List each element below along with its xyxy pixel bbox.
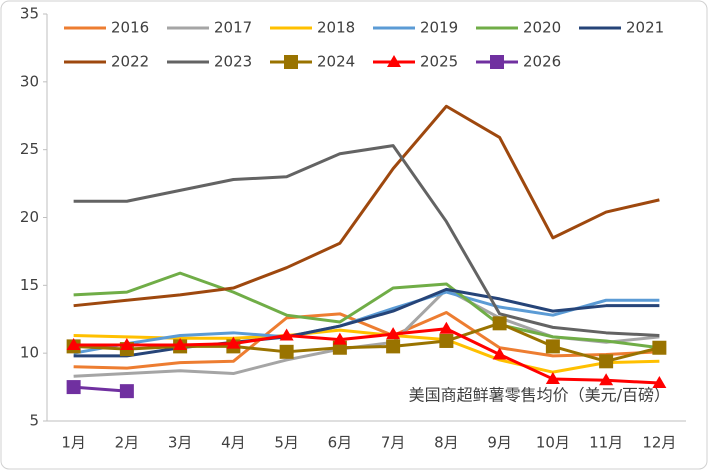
y-tick-label: 5	[29, 412, 39, 430]
marker	[599, 373, 614, 386]
x-tick-label: 6月	[328, 434, 353, 452]
marker	[332, 332, 347, 345]
marker	[279, 328, 294, 341]
marker	[492, 316, 507, 331]
y-tick-label: 25	[20, 140, 39, 158]
marker	[652, 340, 667, 355]
marker	[439, 333, 454, 348]
marker	[226, 336, 241, 349]
series-line	[73, 385, 127, 393]
marker	[119, 384, 134, 399]
marker	[386, 339, 401, 354]
series-line	[73, 104, 660, 308]
y-tick-label: 10	[20, 344, 39, 362]
x-tick-label: 5月	[274, 434, 299, 452]
marker	[599, 354, 614, 369]
x-tick-label: 1月	[61, 434, 86, 452]
marker	[279, 344, 294, 359]
marker	[386, 327, 401, 340]
marker	[173, 338, 188, 351]
x-tick-label: 9月	[487, 434, 512, 452]
marker	[652, 376, 667, 389]
marker	[387, 55, 401, 67]
y-tick-label: 35	[20, 5, 39, 23]
legend-label: 2019	[420, 19, 458, 37]
marker	[545, 339, 560, 354]
annotation: 美国商超鲜薯零售均价（美元/百磅）	[409, 386, 670, 405]
x-tick-label: 7月	[381, 434, 406, 452]
legend-label: 2022	[111, 53, 149, 71]
y-tick-label: 30	[20, 72, 39, 90]
legend-label: 2026	[523, 53, 561, 71]
legend-label: 2020	[523, 19, 561, 37]
marker	[119, 338, 134, 351]
x-tick-label: 4月	[221, 434, 246, 452]
marker	[284, 55, 298, 69]
marker	[545, 371, 560, 384]
legend-label: 2018	[317, 19, 355, 37]
x-tick-label: 12月	[642, 434, 676, 452]
legend-label: 2021	[626, 19, 664, 37]
legend-label: 2016	[111, 19, 149, 37]
marker	[66, 338, 81, 351]
x-tick-label: 10月	[536, 434, 570, 452]
legend-label: 2025	[420, 53, 458, 71]
y-tick-label: 20	[20, 208, 39, 226]
legend-label: 2024	[317, 53, 355, 71]
legend-label: 2017	[214, 19, 252, 37]
x-tick-label: 8月	[434, 434, 459, 452]
series-line	[73, 310, 660, 370]
x-tick-label: 11月	[589, 434, 623, 452]
legend-label: 2023	[214, 53, 252, 71]
series-line	[73, 144, 660, 338]
marker	[492, 347, 507, 360]
series-line	[73, 327, 660, 385]
marker	[66, 380, 81, 395]
y-tick-label: 15	[20, 276, 39, 294]
series-line	[73, 287, 660, 358]
x-tick-label: 2月	[115, 434, 140, 452]
marker	[490, 55, 504, 69]
marker	[439, 321, 454, 334]
series-line	[73, 271, 660, 350]
series-line	[73, 321, 660, 363]
x-tick-label: 3月	[168, 434, 193, 452]
